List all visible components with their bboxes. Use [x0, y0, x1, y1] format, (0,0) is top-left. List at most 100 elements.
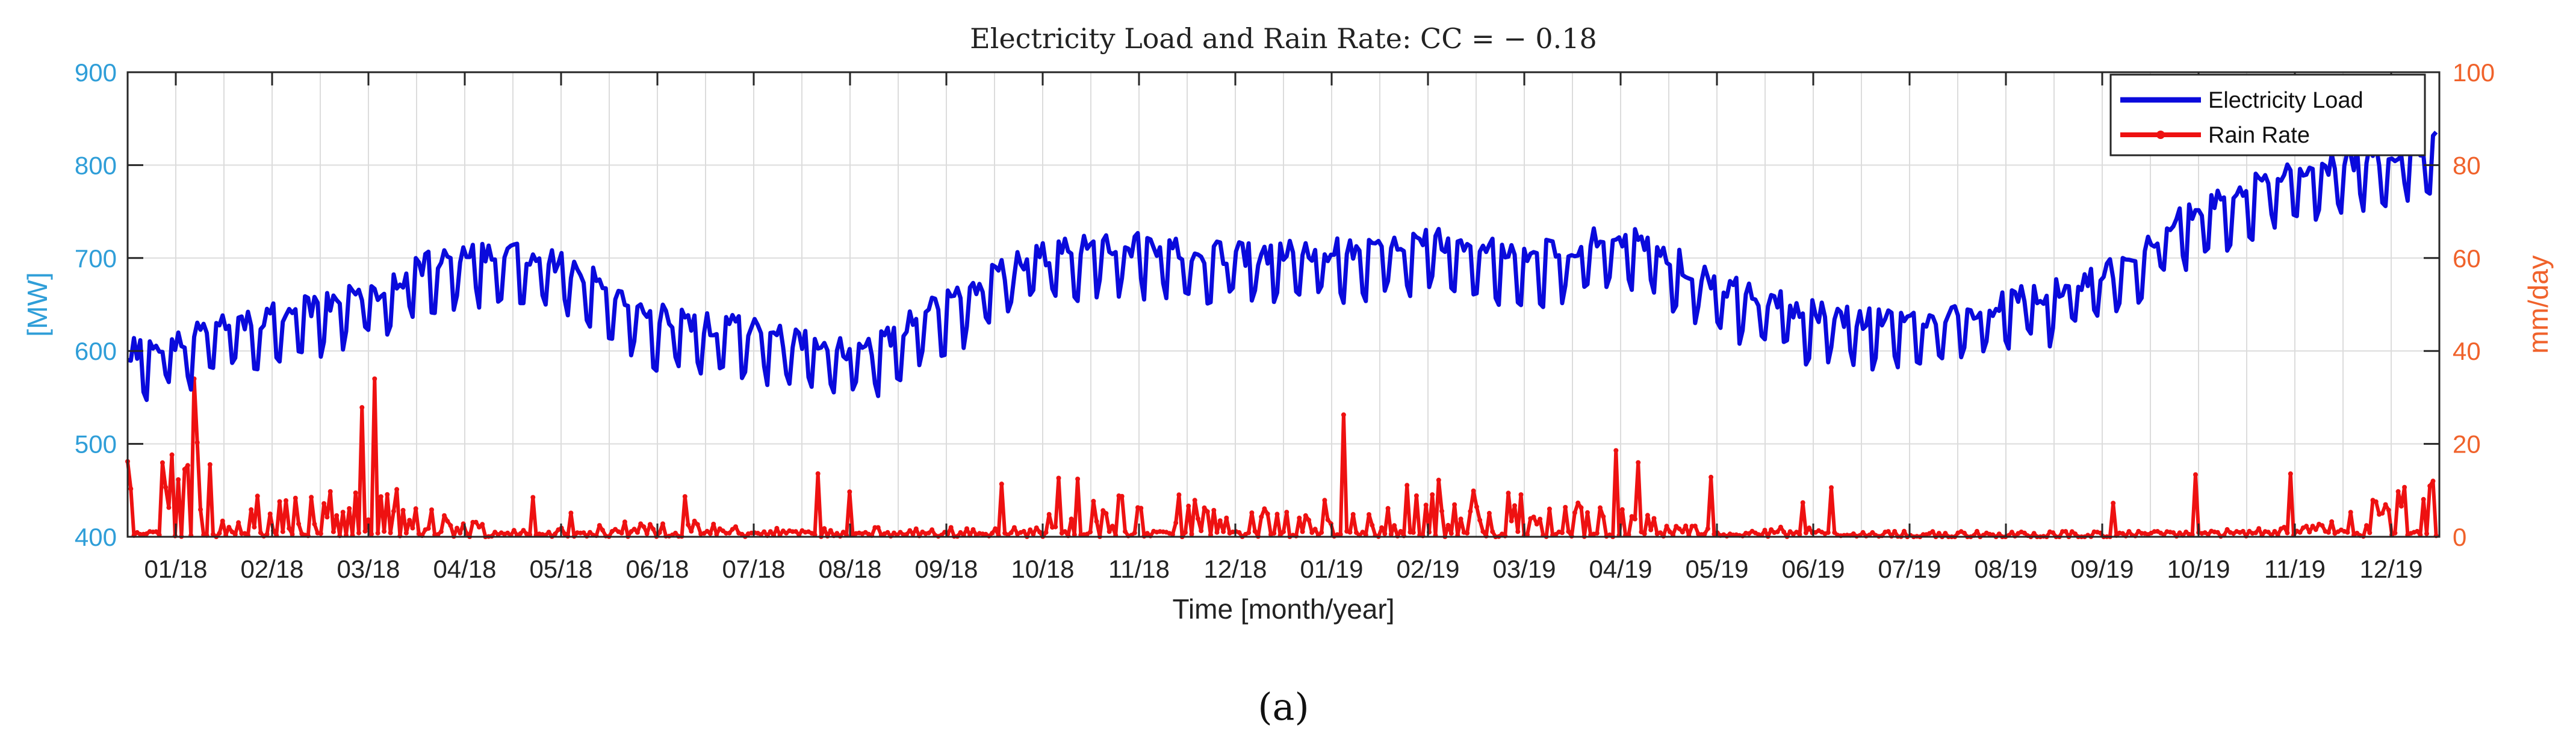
- x-tick-label: 06/18: [625, 555, 689, 583]
- left-axis-label: [MW]: [22, 272, 53, 336]
- rain-rate-point: [1246, 530, 1252, 536]
- rain-rate-point: [318, 531, 323, 536]
- rain-rate-point: [840, 530, 846, 535]
- rain-rate-point: [930, 527, 935, 533]
- rain-rate-point: [1585, 510, 1590, 515]
- rain-rate-point: [2031, 531, 2037, 536]
- rain-rate-point: [1249, 510, 1255, 516]
- rain-rate-point: [284, 498, 288, 503]
- rain-rate-point: [1196, 516, 1200, 521]
- rain-rate-point: [632, 527, 637, 532]
- rain-rate-point: [1056, 475, 1061, 481]
- legend-box: [2109, 73, 2426, 156]
- rain-rate-point: [185, 463, 190, 468]
- rain-rate-point: [673, 530, 678, 536]
- rain-rate-point: [182, 466, 187, 472]
- rain-rate-point: [1642, 531, 1647, 537]
- rain-rate-point: [1601, 514, 1606, 519]
- rain-rate-point: [527, 532, 533, 537]
- x-axis-label: Time [month/year]: [1173, 593, 1395, 625]
- rain-rate-point: [1367, 512, 1371, 517]
- rain-rate-point: [2050, 530, 2056, 536]
- x-tick-label: 05/19: [1685, 555, 1748, 583]
- rain-rate-point: [948, 525, 954, 530]
- rain-rate-point: [1360, 530, 1365, 535]
- rain-rate-point: [689, 528, 694, 534]
- rain-rate-point: [458, 530, 463, 536]
- rain-rate-point: [660, 521, 665, 527]
- rain-rate-point: [834, 531, 840, 536]
- rain-rate-point: [340, 510, 346, 515]
- rain-rate-point: [1892, 529, 1898, 534]
- rain-rate-point: [1664, 524, 1669, 529]
- rain-rate-point: [480, 522, 485, 527]
- rain-rate-point: [1252, 528, 1258, 534]
- rain-rate-point: [1354, 530, 1359, 536]
- rain-rate-point: [407, 518, 412, 523]
- x-axis-tick-labels: 01/18 02/18 03/18 04/18 05/18 06/18 07/18 08/18…: [144, 555, 2422, 583]
- rain-rate-point: [1474, 504, 1479, 510]
- rain-rate-point: [438, 529, 444, 534]
- rain-rate-point: [1265, 512, 1270, 516]
- rain-rate-point: [232, 532, 238, 537]
- rain-rate-point: [2193, 472, 2198, 477]
- rain-rate-point: [1103, 511, 1109, 516]
- rain-rate-point: [1262, 506, 1267, 512]
- rain-rate-point: [1619, 507, 1625, 512]
- rain-rate-point: [1414, 493, 1419, 498]
- rain-rate-point: [1705, 526, 1710, 531]
- rain-rate-point: [2373, 499, 2379, 504]
- rain-rate-point: [2282, 525, 2287, 530]
- rain-rate-point: [160, 460, 165, 465]
- rain-rate-point: [1186, 503, 1191, 508]
- rain-rate-point: [1781, 530, 1787, 534]
- rain-rate-point: [1486, 510, 1492, 516]
- rain-rate-point: [154, 529, 159, 534]
- rain-rate-point: [287, 526, 292, 531]
- rain-rate-point: [2288, 471, 2293, 477]
- rain-rate-point: [435, 532, 441, 537]
- rain-rate-point: [2256, 526, 2262, 531]
- rain-rate-point: [2022, 530, 2027, 536]
- rain-rate-point: [1043, 530, 1049, 535]
- rain-rate-point: [686, 522, 691, 527]
- rain-rate-point: [1411, 530, 1416, 535]
- rain-rate-point: [255, 493, 260, 499]
- rain-rate-point: [1452, 502, 1457, 507]
- rain-rate-point: [1797, 532, 1802, 537]
- rain-rate-point: [426, 526, 431, 531]
- rain-rate-point: [394, 487, 400, 492]
- rain-rate-point: [2427, 483, 2433, 489]
- rain-rate-point: [264, 531, 270, 537]
- rain-rate-point: [1547, 506, 1552, 512]
- rain-rate-point: [169, 452, 175, 457]
- rain-rate-point: [568, 510, 574, 516]
- rain-rate-point: [1144, 531, 1150, 536]
- rain-rate-point: [1769, 527, 1774, 533]
- rain-rate-point: [327, 489, 333, 494]
- rain-rate-point: [1445, 522, 1451, 528]
- rain-rate-point: [1271, 531, 1277, 536]
- rain-rate-point: [1559, 530, 1565, 536]
- rain-rate-point: [1075, 477, 1081, 481]
- rain-rate-point: [1651, 516, 1657, 521]
- left-axis-tick-labels: 400 500 600 700 800 900: [75, 58, 117, 551]
- rain-rate-point: [2215, 530, 2220, 535]
- rain-rate-point: [176, 477, 181, 482]
- series-line-electricity-load: [127, 131, 2438, 403]
- rain-rate-point: [1205, 509, 1210, 515]
- rain-rate-point: [1477, 518, 1483, 523]
- rain-rate-point: [375, 530, 380, 536]
- rain-rate-point: [1123, 529, 1128, 534]
- rain-rate-point: [1996, 531, 2002, 537]
- right-tick-label: 0: [2453, 523, 2466, 551]
- rain-rate-point: [1119, 493, 1125, 499]
- rain-rate-point: [1037, 530, 1042, 535]
- rain-rate-point: [388, 530, 393, 536]
- x-tick-label: 03/19: [1492, 555, 1556, 583]
- rain-rate-point: [1930, 529, 1935, 534]
- rain-rate-point: [1404, 483, 1410, 488]
- rain-rate-point: [2424, 531, 2429, 536]
- rain-rate-point: [369, 531, 374, 537]
- rain-rate-point: [1138, 505, 1144, 511]
